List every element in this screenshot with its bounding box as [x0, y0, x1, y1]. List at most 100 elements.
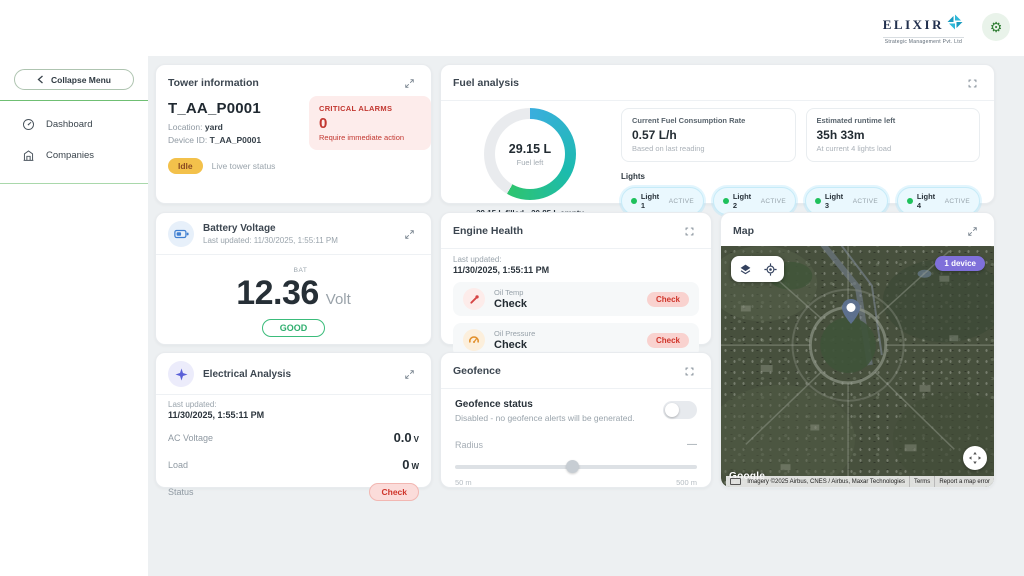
- expand-button[interactable]: [962, 221, 982, 241]
- fuel-donut-chart: 29.15 L Fuel left: [484, 108, 576, 200]
- locate-icon: [763, 262, 777, 276]
- radius-label: Radius: [455, 439, 484, 450]
- toggle-knob: [665, 403, 679, 417]
- fullscreen-button[interactable]: [679, 221, 699, 241]
- map-card: Map: [720, 212, 995, 488]
- gear-icon: ⚙: [989, 18, 1003, 35]
- battery-icon: [168, 221, 194, 247]
- sidebar-divider: [0, 183, 148, 184]
- load-value: 0: [402, 457, 410, 472]
- active-dot-icon: [631, 198, 637, 204]
- keyboard-shortcuts-icon: [730, 478, 742, 485]
- pan-arrows-icon: [968, 451, 982, 465]
- sidebar-item-companies[interactable]: Companies: [0, 140, 148, 171]
- battery-unit: Volt: [325, 291, 351, 308]
- report-map-error-link[interactable]: Report a map error: [934, 476, 994, 487]
- sidebar-item-label: Companies: [46, 150, 95, 161]
- slider-thumb[interactable]: [566, 460, 580, 473]
- fuel-left-value: 29.15 L: [508, 141, 552, 156]
- bat-unit-caption: BAT: [293, 267, 308, 274]
- card-title: Engine Health: [453, 225, 524, 237]
- engine-updated-value: 11/30/2025, 1:55:11 PM: [453, 265, 550, 275]
- location-label: Location:: [168, 122, 203, 132]
- layers-icon: [740, 264, 750, 274]
- pan-control-button[interactable]: [963, 446, 987, 470]
- load-unit: W: [411, 462, 419, 471]
- light-name: Light 1: [640, 192, 660, 210]
- light-1-chip[interactable]: Light 1 ACTIVE: [621, 187, 704, 215]
- fullscreen-button[interactable]: [679, 361, 699, 381]
- runtime-label: Estimated runtime left: [816, 116, 896, 125]
- layers-button[interactable]: [734, 259, 756, 279]
- light-status: ACTIVE: [852, 197, 878, 205]
- fullscreen-icon: [685, 227, 693, 235]
- fuel-left-caption: Fuel left: [516, 157, 544, 167]
- card-title: Electrical Analysis: [203, 368, 292, 380]
- load-label: Load: [168, 460, 189, 470]
- oil-temp-row: Oil Temp Check Check: [453, 282, 699, 316]
- dashboard-icon: [22, 118, 35, 131]
- status-row: Status Check: [168, 483, 419, 501]
- sidebar-item-label: Dashboard: [46, 119, 93, 130]
- card-title: Fuel analysis: [453, 77, 519, 89]
- oil-pressure-check-badge: Check: [646, 332, 689, 348]
- live-status-caption: Live tower status: [211, 161, 276, 171]
- light-status: ACTIVE: [944, 197, 970, 205]
- settings-button[interactable]: ⚙: [982, 13, 1010, 41]
- sidebar-item-dashboard[interactable]: Dashboard: [0, 109, 148, 140]
- card-title: Geofence: [453, 365, 501, 377]
- expand-icon: [404, 229, 414, 239]
- card-title: Map: [733, 225, 754, 237]
- expand-icon: [404, 369, 414, 379]
- light-status: ACTIVE: [668, 197, 694, 205]
- expand-button[interactable]: [399, 224, 419, 244]
- geofence-status-description: Disabled - no geofence alerts will be ge…: [455, 413, 635, 423]
- terms-link[interactable]: Terms: [908, 476, 934, 487]
- brand-pinwheel-icon: [946, 13, 964, 36]
- lights-label: Lights: [621, 172, 645, 181]
- oil-pressure-icon: [463, 329, 485, 351]
- satellite-map[interactable]: 1 device Google Imagery ©2025 Airbus, CN…: [721, 246, 994, 487]
- sidebar-divider: [0, 100, 148, 101]
- chevron-left-icon: [37, 75, 43, 84]
- geofence-toggle[interactable]: [663, 401, 697, 419]
- companies-icon: [23, 150, 34, 161]
- consumption-label: Current Fuel Consumption Rate: [632, 116, 746, 125]
- imagery-attribution: Imagery ©2025 Airbus, CNES / Airbus, Max…: [747, 478, 905, 485]
- radius-max-label: 500 m: [676, 478, 697, 487]
- fullscreen-button[interactable]: [962, 73, 982, 93]
- locate-button[interactable]: [759, 259, 781, 279]
- fuel-analysis-card: Fuel analysis 29.15 L Fuel left 29.15 L …: [440, 64, 995, 218]
- battery-status-badge: GOOD: [261, 319, 326, 337]
- geofence-card: Geofence Geofence status Disabled - no g…: [440, 352, 712, 488]
- expand-button[interactable]: [399, 73, 419, 93]
- radius-slider[interactable]: [455, 460, 697, 473]
- tower-id: T_AA_P0001: [168, 100, 261, 117]
- expand-button[interactable]: [399, 364, 419, 384]
- collapse-menu-label: Collapse Menu: [51, 74, 111, 85]
- status-label: Status: [168, 487, 194, 497]
- runtime-value: 35h 33m: [816, 128, 865, 142]
- alarms-count: 0: [319, 115, 328, 132]
- brand-name: ELIXIR: [882, 16, 944, 32]
- collapse-menu-button[interactable]: Collapse Menu: [14, 69, 134, 90]
- map-marker-pin[interactable]: [841, 299, 861, 330]
- active-dot-icon: [723, 198, 729, 204]
- oil-temp-label: Oil Temp: [494, 288, 524, 297]
- oil-temp-check-badge: Check: [646, 291, 689, 307]
- fullscreen-icon: [685, 367, 693, 375]
- idle-status-badge: Idle: [168, 158, 203, 174]
- oil-pressure-value: Check: [494, 339, 528, 351]
- consumption-note: Based on last reading: [632, 144, 705, 153]
- map-attribution-bar: Imagery ©2025 Airbus, CNES / Airbus, Max…: [726, 476, 994, 487]
- radius-value: —: [687, 439, 697, 450]
- light-4-chip[interactable]: Light 4 ACTIVE: [897, 187, 980, 215]
- ac-voltage-unit: V: [413, 435, 419, 444]
- runtime-stat: Estimated runtime left 35h 33m At curren…: [805, 108, 980, 162]
- battery-last-updated: Last updated: 11/30/2025, 1:55:11 PM: [203, 236, 338, 245]
- light-2-chip[interactable]: Light 2 ACTIVE: [713, 187, 796, 215]
- light-3-chip[interactable]: Light 3 ACTIVE: [805, 187, 888, 215]
- oil-temp-icon: [463, 288, 485, 310]
- location-value: yard: [204, 122, 223, 132]
